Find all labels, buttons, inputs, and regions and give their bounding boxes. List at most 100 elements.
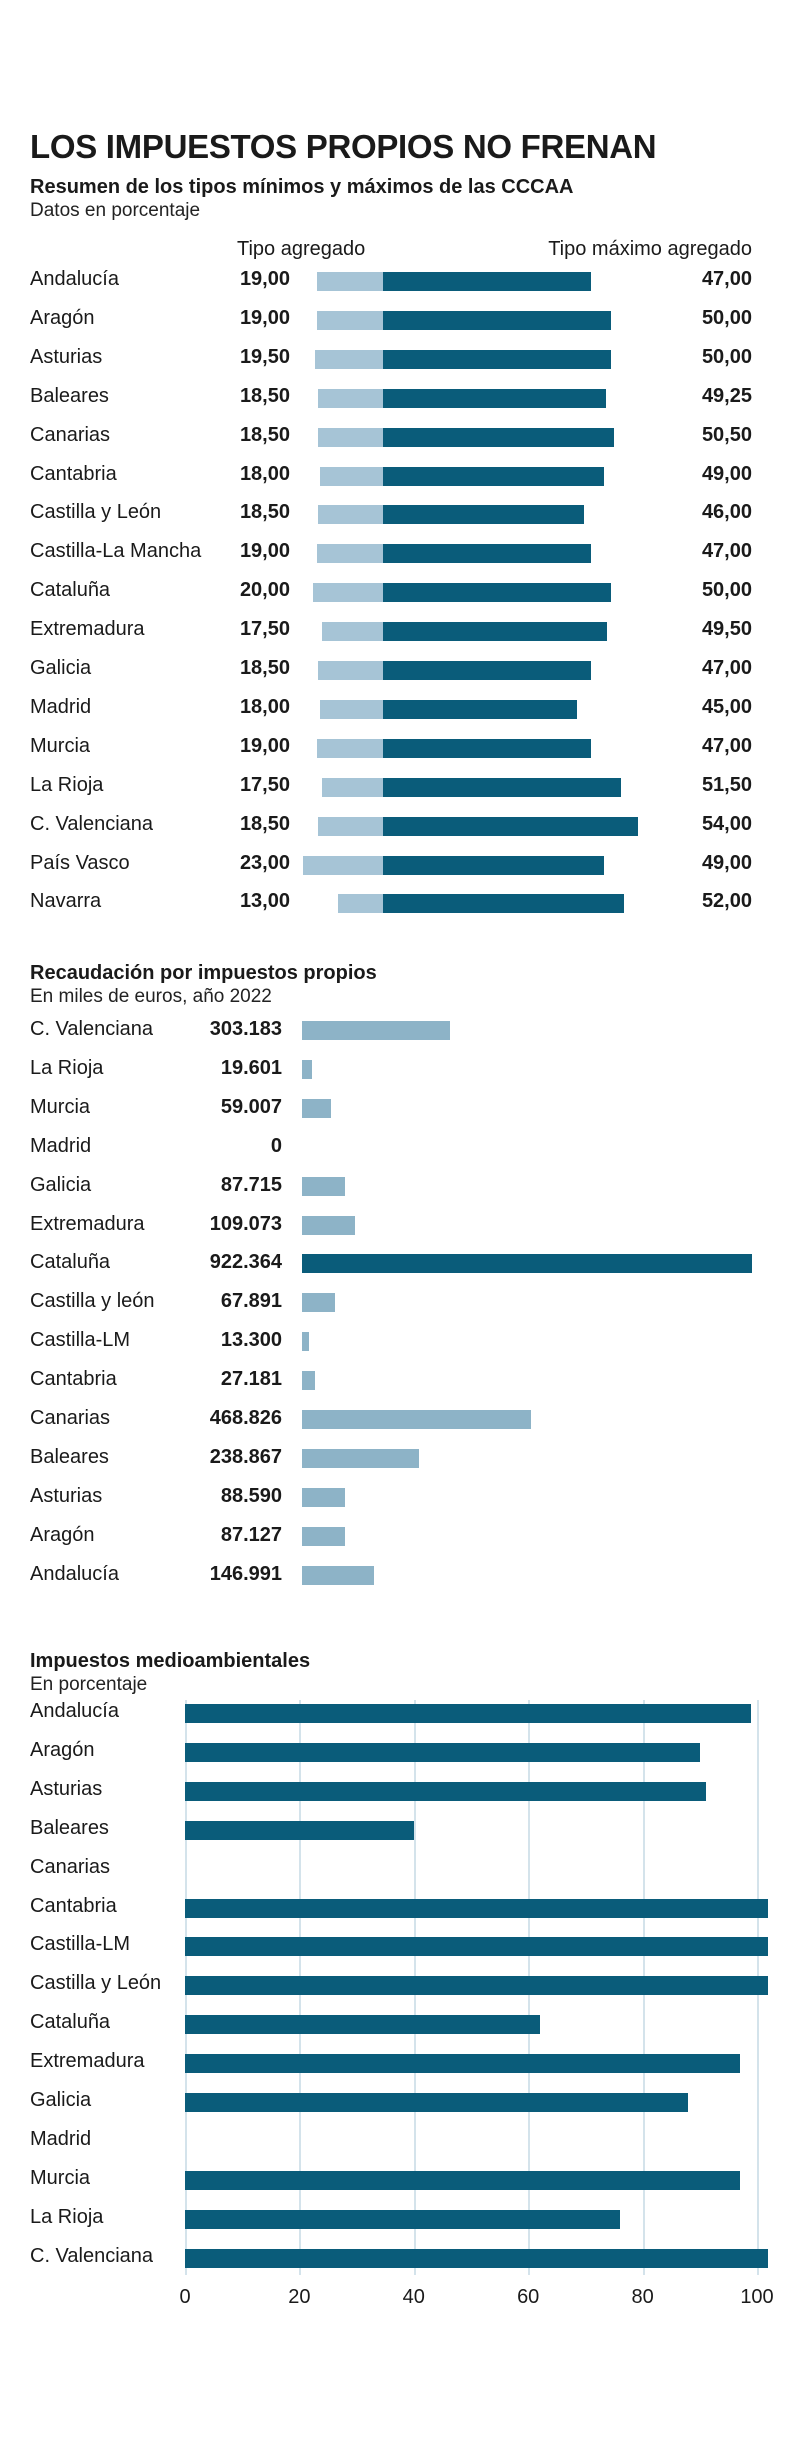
revenue-row-label: Andalucía: [30, 1562, 119, 1585]
env-row-label: Canarias: [30, 1855, 111, 1878]
revenue-row-label: Aragón: [30, 1523, 95, 1546]
max-rate-bar: [383, 622, 608, 642]
revenue-bar: [302, 1526, 345, 1546]
env-bar: [185, 2093, 689, 2112]
env-bar: [185, 1742, 700, 1762]
min-rate-bar: [318, 427, 383, 447]
env-row-label: Cataluña: [30, 2011, 111, 2034]
revenue-row-label: Madrid: [30, 1134, 92, 1157]
revenue-bar: [302, 1021, 450, 1040]
revenue-value: 27.181: [220, 1368, 282, 1391]
min-rate-value: 18,50: [239, 812, 290, 835]
revenue-value: 109.073: [209, 1212, 282, 1235]
env-row-label: Murcia: [30, 2166, 91, 2189]
col-header-tipo-agregado: Tipo agregado: [237, 238, 366, 260]
max-rate-bar: [383, 349, 611, 369]
max-rate-value: 49,50: [701, 618, 752, 641]
rate-row-label: La Rioja: [30, 773, 104, 796]
rate-row-label: Baleares: [30, 384, 109, 407]
revenue-value: 468.826: [209, 1407, 282, 1429]
max-rate-value: 46,00: [701, 501, 752, 524]
min-rate-value: 13,00: [239, 890, 290, 913]
rate-row-label: Cantabria: [30, 462, 117, 485]
rate-row-label: Canarias: [30, 423, 111, 446]
env-row-label: Castilla-LM: [30, 1933, 131, 1956]
max-rate-value: 50,00: [701, 579, 752, 602]
max-rate-bar: [383, 894, 625, 914]
min-rate-bar: [321, 777, 383, 797]
revenue-row-label: Galicia: [30, 1173, 92, 1196]
max-rate-bar: [383, 816, 638, 836]
revenue-row-label: Extremadura: [30, 1212, 145, 1235]
min-rate-bar: [316, 544, 383, 564]
env-bar: [185, 2170, 740, 2190]
revenue-bar: [302, 1293, 336, 1313]
max-rate-bar: [383, 310, 611, 330]
max-rate-bar: [383, 661, 591, 680]
section3-title: Impuestos medioambientales: [30, 1650, 311, 1672]
env-row-label: Andalucía: [30, 1700, 119, 1722]
rate-row-label: Madrid: [30, 695, 92, 718]
min-rate-bar: [313, 583, 383, 603]
env-bar: [185, 1976, 769, 1996]
revenue-row-label: La Rioja: [30, 1056, 104, 1079]
min-rate-value: 19,00: [239, 540, 290, 563]
revenue-bar: [302, 1487, 346, 1507]
min-rate-value: 18,50: [239, 501, 290, 524]
revenue-value: 59.007: [220, 1095, 282, 1118]
min-rate-value: 23,00: [239, 851, 290, 874]
min-rate-value: 18,50: [239, 657, 290, 679]
revenue-bar: [302, 1371, 316, 1391]
min-rate-bar: [318, 388, 383, 408]
x-tick-label: 80: [631, 2286, 654, 2308]
revenue-row-label: C. Valenciana: [30, 1018, 154, 1040]
revenue-value: 67.891: [220, 1290, 282, 1313]
revenue-value: 303.183: [209, 1018, 282, 1040]
rate-row-label: C. Valenciana: [30, 812, 154, 835]
env-row-label: Asturias: [30, 1777, 103, 1800]
min-rate-bar: [321, 622, 383, 642]
min-rate-bar: [320, 699, 383, 719]
revenue-value: 922.364: [209, 1251, 282, 1274]
max-rate-value: 49,00: [701, 851, 752, 874]
revenue-value: 146.991: [209, 1562, 282, 1585]
min-rate-value: 18,00: [239, 695, 290, 718]
revenue-value: 19.601: [220, 1056, 282, 1079]
revenue-bar: [302, 1059, 312, 1079]
env-bar: [185, 1937, 769, 1957]
revenue-value: 88.590: [220, 1484, 282, 1507]
env-row-label: La Rioja: [30, 2205, 104, 2228]
rate-row-label: Extremadura: [30, 618, 145, 641]
revenue-row-label: Murcia: [30, 1095, 91, 1118]
rate-row-label: Asturias: [30, 345, 103, 368]
max-rate-bar: [383, 699, 578, 719]
max-rate-value: 52,00: [701, 890, 752, 913]
env-row-label: Madrid: [30, 2127, 92, 2150]
max-rate-bar: [383, 738, 591, 758]
min-rate-bar: [316, 310, 383, 330]
min-rate-bar: [314, 349, 383, 369]
min-rate-bar: [316, 738, 383, 758]
min-rate-value: 19,00: [239, 268, 290, 290]
rate-row-label: Murcia: [30, 734, 91, 757]
section2-title: Recaudación por impuestos propios: [30, 962, 377, 984]
max-rate-value: 51,50: [701, 773, 752, 796]
min-rate-bar: [320, 466, 383, 486]
min-rate-bar: [318, 816, 383, 836]
revenue-bar: [302, 1410, 531, 1429]
max-rate-bar: [383, 855, 605, 875]
rate-row-label: País Vasco: [30, 851, 130, 874]
revenue-row-label: Asturias: [30, 1484, 103, 1507]
env-row-label: Aragón: [30, 1738, 95, 1761]
min-rate-value: 19,00: [239, 306, 290, 329]
section2-subtitle: En miles de euros, año 2022: [30, 986, 272, 1007]
page-title: LOS IMPUESTOS PROPIOS NO FRENAN: [30, 128, 657, 165]
revenue-row-label: Canarias: [30, 1407, 111, 1429]
min-rate-value: 20,00: [239, 579, 290, 602]
min-rate-value: 19,50: [239, 345, 290, 368]
max-rate-value: 47,00: [701, 734, 752, 757]
max-rate-bar: [383, 427, 615, 447]
max-rate-value: 47,00: [701, 540, 752, 563]
max-rate-value: 47,00: [701, 268, 752, 290]
rate-row-label: Navarra: [30, 890, 102, 913]
